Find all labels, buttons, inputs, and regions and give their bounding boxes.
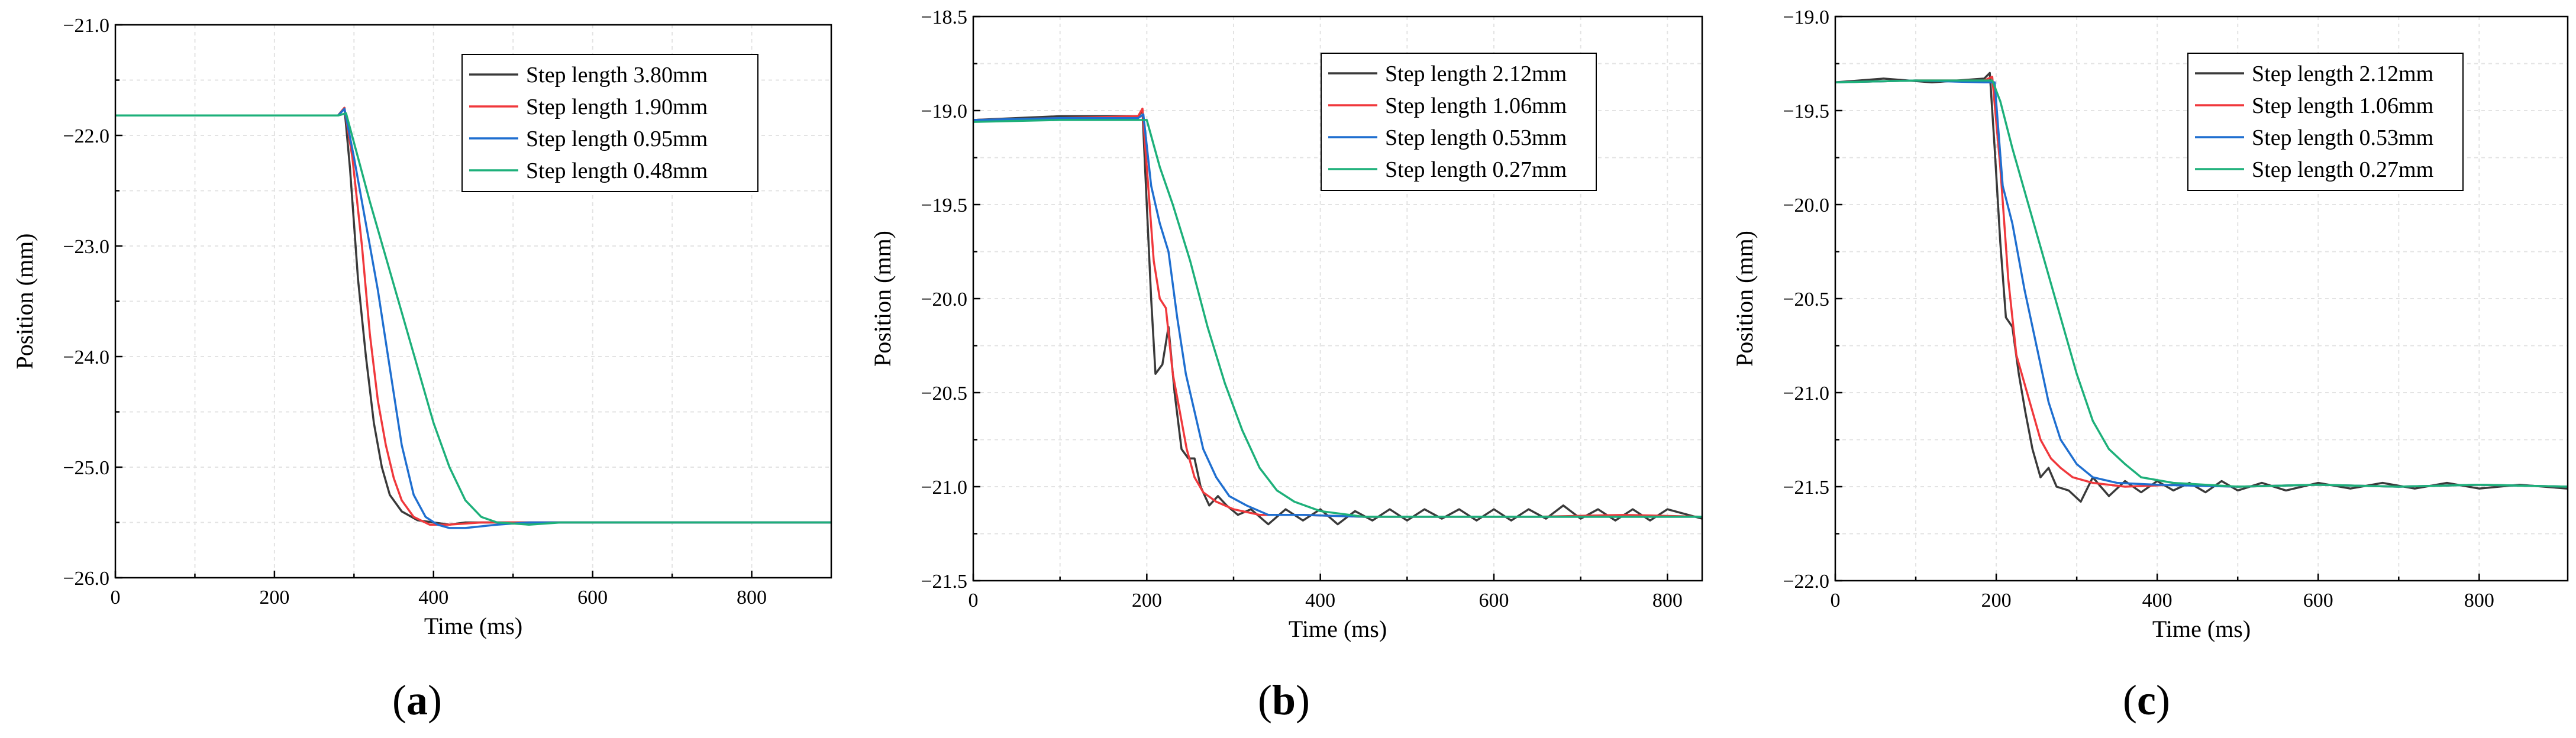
panel-label-b: (b) <box>1258 676 1310 724</box>
x-tick-label: 0 <box>969 590 979 611</box>
legend-label-red-c: Step length 1.06mm <box>2252 93 2433 118</box>
series-line-green-a <box>115 112 831 526</box>
x-tick-label: 600 <box>2303 590 2333 611</box>
legend-box-b <box>1321 53 1597 191</box>
legend-label-blue-b: Step length 0.53mm <box>1385 125 1567 150</box>
y-tick-label: −19.0 <box>921 101 967 122</box>
x-tick-label: 0 <box>1831 590 1841 611</box>
y-tick-label: −20.5 <box>1783 289 1829 310</box>
x-axis-title-b: Time (ms) <box>1289 616 1387 642</box>
y-axis-title-c: Position (mm) <box>1731 231 1758 367</box>
x-tick-label: 200 <box>259 587 289 608</box>
y-tick-label: −21.0 <box>921 477 967 499</box>
y-tick-label: −19.5 <box>1783 101 1829 122</box>
y-tick-label: −20.0 <box>1783 195 1829 216</box>
y-tick-label: −21.0 <box>1783 383 1829 404</box>
x-tick-label: 0 <box>111 587 121 608</box>
x-tick-label: 400 <box>418 587 448 608</box>
legend-label-blue-a: Step length 0.95mm <box>526 127 708 151</box>
y-tick-label: −25.0 <box>63 457 109 479</box>
y-tick-label: −20.5 <box>921 383 967 404</box>
x-tick-label: 600 <box>1479 590 1509 611</box>
chart-panel-c: 0 200 400 600 800 −22.0 −21.5 −21.0 −20.5 −20.0 −1… <box>1731 7 2569 642</box>
x-axis-title-a: Time (ms) <box>424 613 522 639</box>
y-tick-label: −26.0 <box>63 568 109 590</box>
legend-label-black-c: Step length 2.12mm <box>2252 62 2433 86</box>
x-axis-title-c: Time (ms) <box>2152 616 2251 642</box>
y-tick-label: −21.0 <box>63 15 109 37</box>
x-tick-label: 400 <box>1305 590 1335 611</box>
legend-box-a <box>461 54 758 192</box>
series-group <box>973 108 1702 526</box>
legend-label-red-a: Step length 1.90mm <box>526 95 708 119</box>
chart-panel-a: 0 200 400 600 800 −26.0 −25.0 −24.0 −23.0 −22.0 −2… <box>11 15 832 639</box>
series-line-green-c <box>1835 79 2568 488</box>
y-tick-label: −19.0 <box>1783 7 1829 28</box>
series-line-black-c <box>1835 72 2568 503</box>
legend-label-black-a: Step length 3.80mm <box>526 63 708 88</box>
x-tick-label: 800 <box>2464 590 2494 611</box>
y-tick-label: −22.0 <box>1783 571 1829 593</box>
legend-label-green-b: Step length 0.27mm <box>1385 157 1567 182</box>
y-tick-label: −19.5 <box>921 195 967 216</box>
x-tick-label: 800 <box>1652 590 1683 611</box>
panel-label-a: (a) <box>392 676 442 724</box>
x-tick-label: 800 <box>737 587 767 608</box>
y-tick-label: −20.0 <box>921 289 967 310</box>
y-tick-label: −21.5 <box>1783 477 1829 499</box>
x-tick-label: 400 <box>2142 590 2173 611</box>
series-line-green-b <box>973 119 1702 518</box>
y-axis-title-b: Position (mm) <box>869 231 896 367</box>
y-tick-label: −24.0 <box>63 347 109 368</box>
x-tick-label: 200 <box>1981 590 2012 611</box>
x-tick-label: 200 <box>1132 590 1162 611</box>
legend-label-green-a: Step length 0.48mm <box>526 158 708 183</box>
series-group <box>1835 72 2568 503</box>
y-tick-label: −23.0 <box>63 236 109 258</box>
x-tick-label: 600 <box>577 587 608 608</box>
legend-label-red-b: Step length 1.06mm <box>1385 93 1567 118</box>
y-axis-title-a: Position (mm) <box>11 233 38 369</box>
chart-panel-b: 0 200 400 600 800 −21.5 −21.0 −20.5 −20.0 −19.5 −1… <box>869 7 1703 642</box>
panel-label-c: (c) <box>2123 676 2170 724</box>
series-group <box>115 106 831 529</box>
y-tick-label: −22.0 <box>63 125 109 147</box>
y-tick-label: −18.5 <box>921 7 967 28</box>
legend-label-black-b: Step length 2.12mm <box>1385 62 1567 86</box>
y-tick-label: −21.5 <box>921 571 967 593</box>
legend-box-c <box>2187 53 2464 191</box>
legend-label-blue-c: Step length 0.53mm <box>2252 125 2433 150</box>
legend-label-green-c: Step length 0.27mm <box>2252 157 2433 182</box>
